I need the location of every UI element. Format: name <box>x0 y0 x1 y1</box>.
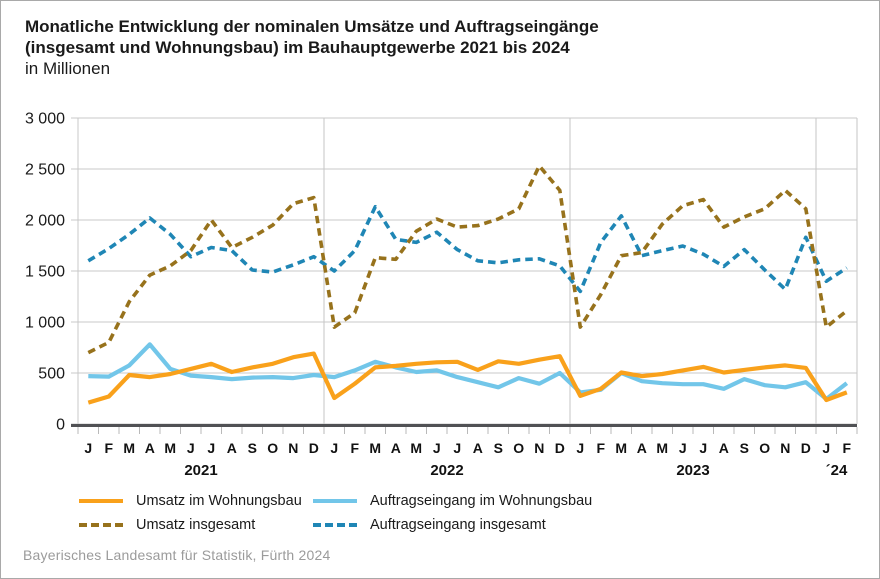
legend-item-auftragseingang-insgesamt: Auftragseingang insgesamt <box>313 513 592 537</box>
month-label: A <box>227 440 237 456</box>
chart-title-line1: Monatliche Entwicklung der nominalen Ums… <box>25 17 599 36</box>
legend-label: Umsatz im Wohnungsbau <box>136 493 302 509</box>
y-axis-tick-label: 0 <box>56 417 65 434</box>
month-label: N <box>288 440 298 456</box>
month-label: A <box>391 440 401 456</box>
month-label: J <box>453 440 461 456</box>
month-label: N <box>780 440 790 456</box>
month-label: D <box>555 440 565 456</box>
y-axis-tick-label: 1 000 <box>25 315 65 332</box>
month-label: M <box>410 440 422 456</box>
month-label: J <box>207 440 215 456</box>
y-axis-tick-label: 500 <box>38 366 65 383</box>
year-label: 2022 <box>430 462 463 479</box>
month-label: O <box>513 440 524 456</box>
legend-label: Auftragseingang insgesamt <box>370 517 546 533</box>
year-label: ´24 <box>826 462 848 479</box>
legend-column-left: Umsatz im Wohnungsbau Umsatz insgesamt <box>79 489 313 537</box>
source-attribution: Bayerisches Landesamt für Statistik, Für… <box>23 547 331 563</box>
month-label: J <box>822 440 830 456</box>
month-label: O <box>759 440 770 456</box>
brown-dashed-line-icon <box>79 523 123 527</box>
year-label: 2021 <box>184 462 217 479</box>
month-label: N <box>534 440 544 456</box>
series-line-umsatz-im-wohnungsbau <box>87 351 848 405</box>
legend: Umsatz im Wohnungsbau Umsatz insgesamt A… <box>79 489 592 537</box>
month-label: M <box>123 440 135 456</box>
month-label: A <box>719 440 729 456</box>
month-label: J <box>187 440 195 456</box>
chart-title-block: Monatliche Entwicklung der nominalen Ums… <box>25 16 599 79</box>
chart-subtitle-unit: in Millionen <box>25 59 111 78</box>
month-label: J <box>84 440 92 456</box>
month-label: M <box>164 440 176 456</box>
month-label: J <box>699 440 707 456</box>
y-axis-tick-label: 2 500 <box>25 162 65 179</box>
legend-label: Auftragseingang im Wohnungsbau <box>370 493 593 509</box>
month-label: O <box>267 440 278 456</box>
month-label: F <box>104 440 113 456</box>
month-label: J <box>679 440 687 456</box>
legend-item-umsatz-insgesamt: Umsatz insgesamt <box>79 513 313 537</box>
teal-dashed-line-icon <box>313 523 357 527</box>
series-line-auftragseingang-im-wohnungsbau <box>88 342 849 402</box>
month-label: F <box>350 440 359 456</box>
chart-title-line2: (insgesamt und Wohnungsbau) im Bauhauptg… <box>25 38 570 57</box>
month-label: F <box>596 440 605 456</box>
series-line-umsatz-insgesamt <box>87 164 848 355</box>
legend-item-umsatz-wohnungsbau: Umsatz im Wohnungsbau <box>79 489 313 513</box>
month-label: D <box>801 440 811 456</box>
y-axis-tick-label: 3 000 <box>25 111 65 128</box>
month-label: F <box>842 440 851 456</box>
month-label: J <box>433 440 441 456</box>
month-label: A <box>145 440 155 456</box>
month-label: S <box>740 440 749 456</box>
year-label: 2023 <box>676 462 709 479</box>
blue-solid-line-icon <box>313 499 357 503</box>
month-label: S <box>494 440 503 456</box>
y-axis-tick-label: 2 000 <box>25 213 65 230</box>
y-axis-tick-label: 1 500 <box>25 264 65 281</box>
legend-label: Umsatz insgesamt <box>136 517 256 533</box>
month-label: S <box>248 440 257 456</box>
month-label: M <box>369 440 381 456</box>
orange-solid-line-icon <box>79 499 123 503</box>
month-label: A <box>637 440 647 456</box>
month-label: J <box>330 440 338 456</box>
series-line-auftragseingang-insgesamt <box>87 204 848 294</box>
legend-item-auftragseingang-wohnungsbau: Auftragseingang im Wohnungsbau <box>313 489 592 513</box>
month-label: D <box>309 440 319 456</box>
month-label: M <box>656 440 668 456</box>
month-label: A <box>473 440 483 456</box>
month-label: J <box>576 440 584 456</box>
legend-column-right: Auftragseingang im Wohnungsbau Auftragse… <box>313 489 592 537</box>
month-label: M <box>615 440 627 456</box>
